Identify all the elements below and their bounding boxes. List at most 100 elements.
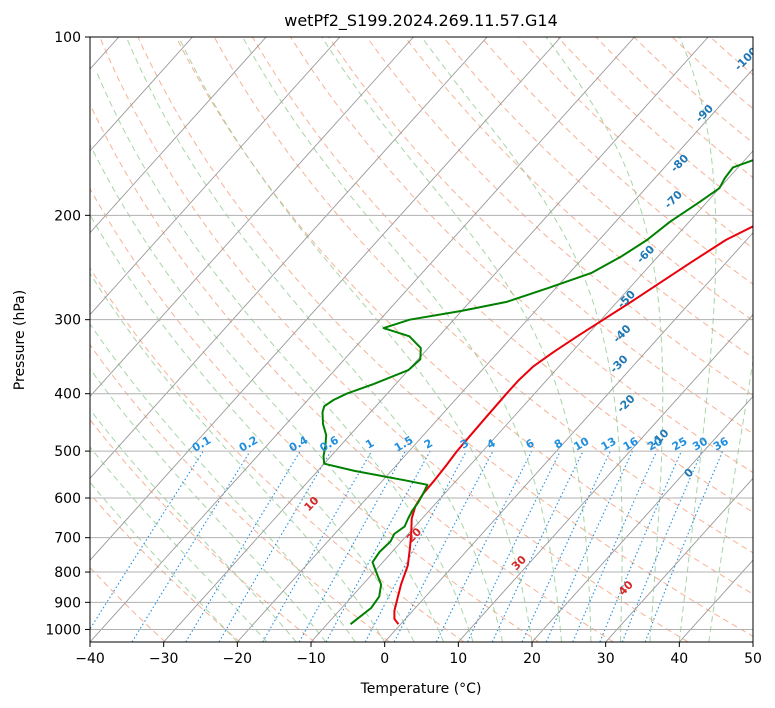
dry-adiabat xyxy=(480,37,753,285)
dewpoint-line xyxy=(321,159,753,625)
mixing-ratio-line xyxy=(185,450,301,642)
data-series xyxy=(321,159,753,625)
dry-adiabat xyxy=(90,103,614,642)
moist-adiabat xyxy=(90,446,268,642)
mixing-ratio-line xyxy=(262,450,373,642)
mixing-ratio-line xyxy=(621,450,703,642)
moist-adiabat xyxy=(90,213,415,642)
mixing-ratio-line xyxy=(521,450,611,642)
isotherm xyxy=(163,37,709,642)
y-tick-label: 700 xyxy=(54,531,81,547)
mixing-ratio-line xyxy=(90,450,204,630)
moist-adiabat xyxy=(90,481,238,642)
mixing-ratio-label: 1 xyxy=(363,437,376,452)
isotherm xyxy=(752,641,753,642)
x-tick-label: 20 xyxy=(523,651,541,667)
moist-adiabat xyxy=(321,37,592,642)
moist-adiabat-label: -40 xyxy=(610,322,633,345)
x-axis-label: Temperature (°C) xyxy=(360,681,482,697)
dry-adiabat xyxy=(90,418,315,642)
isotherm xyxy=(90,37,562,561)
dry-adiabat xyxy=(518,37,753,249)
mixing-ratio-line xyxy=(467,450,561,642)
moist-adiabat xyxy=(90,272,386,642)
dry-adiabat xyxy=(90,566,166,642)
dry-adiabat xyxy=(175,37,753,595)
mixing-ratio-line xyxy=(131,450,251,642)
background-lines xyxy=(90,37,753,642)
moist-adiabat xyxy=(125,37,503,642)
y-tick-label: 600 xyxy=(54,491,81,507)
isotherm xyxy=(90,37,267,234)
isotherm xyxy=(678,559,753,642)
isotherm xyxy=(531,395,753,642)
moist-adiabat xyxy=(90,408,297,642)
isotherm xyxy=(90,37,193,152)
x-axis: −40 −30 −20 −10 0 10 20 30 40 50 xyxy=(75,642,762,667)
temperature-line xyxy=(393,225,753,625)
isotherm xyxy=(310,150,753,642)
pressure-grid xyxy=(90,37,753,630)
mixing-ratio-line xyxy=(393,450,494,642)
line-labels: 0.1 0.2 0.4 0.6 1 1.5 2 3 4 6 8 10 13 16 20 25 30 3610203… xyxy=(190,44,753,598)
dry-adiabat xyxy=(99,37,689,642)
moist-adiabat xyxy=(678,37,717,642)
y-tick-label: 100 xyxy=(54,30,81,46)
isotherm xyxy=(90,37,488,479)
mixing-ratio-line xyxy=(599,450,682,642)
y-tick-label: 900 xyxy=(54,595,81,611)
dry-adiabat xyxy=(90,187,540,642)
mixing-ratio-line xyxy=(298,450,406,642)
y-axis: 100 200 300 400 500 600 700 800 900 1000 xyxy=(45,30,90,638)
dry-adiabat xyxy=(90,267,465,642)
dry-adiabat-label: 40 xyxy=(616,578,636,598)
moist-adiabat xyxy=(545,37,664,642)
dry-adiabat xyxy=(90,493,241,642)
mixing-ratio-line xyxy=(435,450,533,642)
dry-adiabat xyxy=(442,37,753,322)
mixing-ratio-label: 6 xyxy=(523,436,536,451)
x-tick-label: 30 xyxy=(597,651,615,667)
mixing-ratio-line xyxy=(325,450,431,642)
isotherm xyxy=(457,313,753,642)
dry-adiabat-label: 30 xyxy=(509,553,529,573)
dry-adiabat xyxy=(137,37,753,637)
moist-adiabat-label: -90 xyxy=(693,102,716,125)
moist-adiabat-label: -70 xyxy=(662,188,685,211)
x-tick-label: −20 xyxy=(223,651,253,667)
mixing-ratio-line xyxy=(644,450,724,642)
x-tick-label: 50 xyxy=(744,651,762,667)
x-tick-label: 10 xyxy=(449,651,467,667)
chart-title: wetPf2_S199.2024.269.11.57.G14 xyxy=(284,11,558,31)
moist-adiabat xyxy=(96,72,474,642)
y-tick-label: 1000 xyxy=(45,622,81,638)
dry-adiabat xyxy=(404,37,753,359)
moist-adiabat xyxy=(421,37,623,642)
dry-adiabat-label: 10 xyxy=(302,494,322,514)
isotherm xyxy=(236,68,753,642)
x-tick-label: 0 xyxy=(380,651,389,667)
isotherm xyxy=(90,37,341,316)
moist-adiabat xyxy=(708,358,753,642)
isotherm xyxy=(605,477,753,642)
moist-adiabat-label: -20 xyxy=(614,392,637,415)
y-tick-label: 500 xyxy=(54,444,81,460)
x-tick-label: 40 xyxy=(670,651,688,667)
x-tick-label: −40 xyxy=(75,651,105,667)
y-tick-label: 200 xyxy=(54,208,81,224)
dry-adiabat xyxy=(671,37,753,110)
moist-adiabat xyxy=(90,323,356,642)
y-axis-label: Pressure (hPa) xyxy=(12,290,28,390)
plot-frame xyxy=(89,36,754,643)
mixing-ratio-line xyxy=(545,450,633,642)
moist-adiabat xyxy=(90,143,445,642)
y-tick-label: 400 xyxy=(54,387,81,403)
mixing-ratio-label: 2 xyxy=(422,437,435,452)
y-tick-label: 300 xyxy=(54,313,81,329)
isotherm xyxy=(384,232,753,642)
moist-adiabat-label: -80 xyxy=(668,151,691,174)
y-tick-label: 800 xyxy=(54,565,81,581)
mixing-ratio-label: 4 xyxy=(485,436,498,451)
moist-adiabat xyxy=(242,37,562,642)
